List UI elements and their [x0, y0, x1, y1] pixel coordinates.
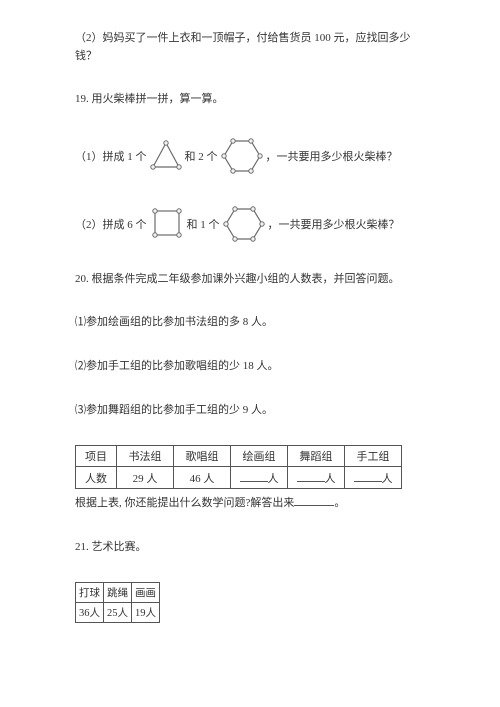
th: 手工组	[345, 446, 402, 467]
td: 人	[288, 467, 345, 489]
th: 舞蹈组	[288, 446, 345, 467]
q19-2-b: 和 1 个	[187, 216, 220, 232]
td: 画画	[132, 583, 160, 603]
table-row: 人数 29 人 46 人 人 人 人	[76, 467, 402, 489]
q19-1-c: ，一共要用多少根火柴棒？	[266, 148, 398, 164]
table-row: 打球 跳绳 画画	[76, 583, 160, 603]
td: 打球	[76, 583, 104, 603]
triangle-icon	[147, 138, 185, 174]
q19-1-b: 和 2 个	[185, 148, 218, 164]
td: 29 人	[117, 467, 174, 489]
q19-title: 19. 用火柴棒拼一拼，算一算。	[75, 91, 425, 109]
td: 人	[231, 467, 288, 489]
q19-1: （1）拼成 1 个 和 2 个 ，一共要用多少根火柴棒？	[75, 135, 425, 177]
q19-1-a: （1）拼成 1 个	[75, 148, 147, 164]
hexagon-icon	[218, 135, 266, 177]
td-label: 人数	[76, 467, 117, 489]
q19-2-a: （2）拼成 6 个	[75, 216, 147, 232]
q20-table: 项目 书法组 歌唱组 绘画组 舞蹈组 手工组 人数 29 人 46 人 人 人 …	[75, 445, 402, 489]
th-project: 项目	[76, 446, 117, 467]
td: 人	[345, 467, 402, 489]
q20-title: 20. 根据条件完成二年级参加课外兴趣小组的人数表，并回答问题。	[75, 271, 425, 289]
q20-c2: ⑵参加手工组的比参加歌唱组的少 18 人。	[75, 358, 425, 376]
q20-c1: ⑴参加绘画组的比参加书法组的多 8 人。	[75, 314, 425, 332]
th: 歌唱组	[174, 446, 231, 467]
page: （2）妈妈买了一件上衣和一顶帽子，付给售货员 100 元，应找回多少钱？ 19.…	[0, 0, 500, 643]
td: 25人	[104, 603, 132, 623]
square-icon	[147, 205, 187, 243]
q20-footer: 根据上表, 你还能提出什么数学问题?解答出来 。	[75, 493, 425, 513]
td: 19人	[132, 603, 160, 623]
q20-foot-b: 。	[334, 497, 345, 509]
q21-table: 打球 跳绳 画画 36人 25人 19人	[75, 582, 160, 623]
th: 绘画组	[231, 446, 288, 467]
table-row: 项目 书法组 歌唱组 绘画组 舞蹈组 手工组	[76, 446, 402, 467]
q19-2: （2）拼成 6 个 和 1 个 ，一共要用多少根火柴棒？	[75, 203, 425, 245]
table-row: 36人 25人 19人	[76, 603, 160, 623]
td: 跳绳	[104, 583, 132, 603]
q21-title: 21. 艺术比赛。	[75, 539, 425, 557]
th: 书法组	[117, 446, 174, 467]
q20-foot-a: 根据上表, 你还能提出什么数学问题?解答出来	[75, 497, 294, 509]
q20-c3: ⑶参加舞蹈组的比参加手工组的少 9 人。	[75, 402, 425, 420]
q19-2-c: ，一共要用多少根火柴棒？	[268, 216, 400, 232]
hexagon-icon	[220, 203, 268, 245]
td: 46 人	[174, 467, 231, 489]
td: 36人	[76, 603, 104, 623]
q18-2: （2）妈妈买了一件上衣和一顶帽子，付给售货员 100 元，应找回多少钱？	[75, 30, 425, 65]
